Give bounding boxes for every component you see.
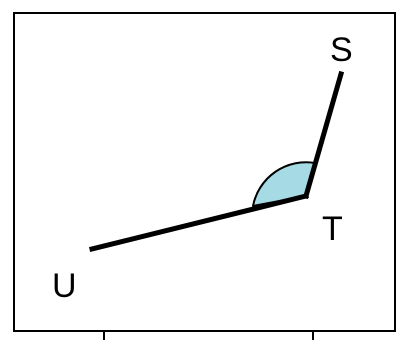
point-label-t: T	[322, 210, 343, 248]
diagram-frame	[13, 12, 396, 332]
ray-ts	[302, 70, 345, 200]
point-label-s: S	[330, 31, 353, 69]
point-label-u: U	[52, 267, 77, 305]
ray-tu	[88, 192, 310, 253]
